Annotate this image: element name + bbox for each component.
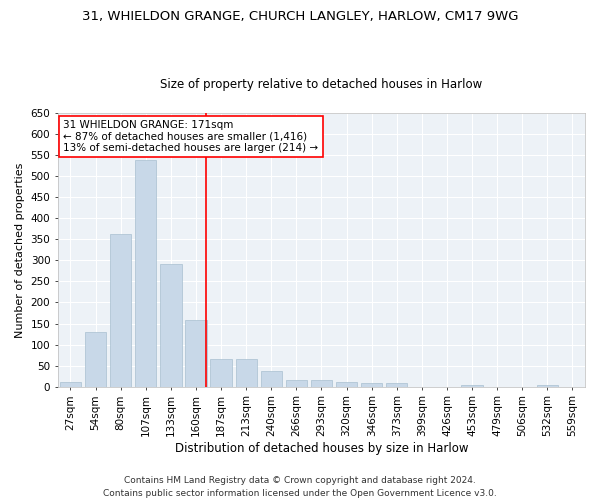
- Bar: [461, 385, 483, 386]
- Text: Contains HM Land Registry data © Crown copyright and database right 2024.
Contai: Contains HM Land Registry data © Crown c…: [103, 476, 497, 498]
- Bar: [260, 370, 282, 386]
- Title: Size of property relative to detached houses in Harlow: Size of property relative to detached ho…: [160, 78, 482, 91]
- Text: 31, WHIELDON GRANGE, CHURCH LANGLEY, HARLOW, CM17 9WG: 31, WHIELDON GRANGE, CHURCH LANGLEY, HAR…: [82, 10, 518, 23]
- Bar: [361, 384, 382, 386]
- Bar: [386, 384, 407, 386]
- Bar: [160, 264, 182, 386]
- Text: 31 WHIELDON GRANGE: 171sqm
← 87% of detached houses are smaller (1,416)
13% of s: 31 WHIELDON GRANGE: 171sqm ← 87% of deta…: [63, 120, 319, 153]
- Bar: [286, 380, 307, 386]
- X-axis label: Distribution of detached houses by size in Harlow: Distribution of detached houses by size …: [175, 442, 468, 455]
- Bar: [110, 234, 131, 386]
- Bar: [135, 160, 157, 386]
- Bar: [211, 360, 232, 386]
- Bar: [85, 332, 106, 386]
- Bar: [185, 320, 206, 386]
- Bar: [311, 380, 332, 386]
- Bar: [536, 385, 558, 386]
- Bar: [336, 382, 357, 386]
- Bar: [60, 382, 81, 386]
- Bar: [236, 360, 257, 386]
- Y-axis label: Number of detached properties: Number of detached properties: [15, 162, 25, 338]
